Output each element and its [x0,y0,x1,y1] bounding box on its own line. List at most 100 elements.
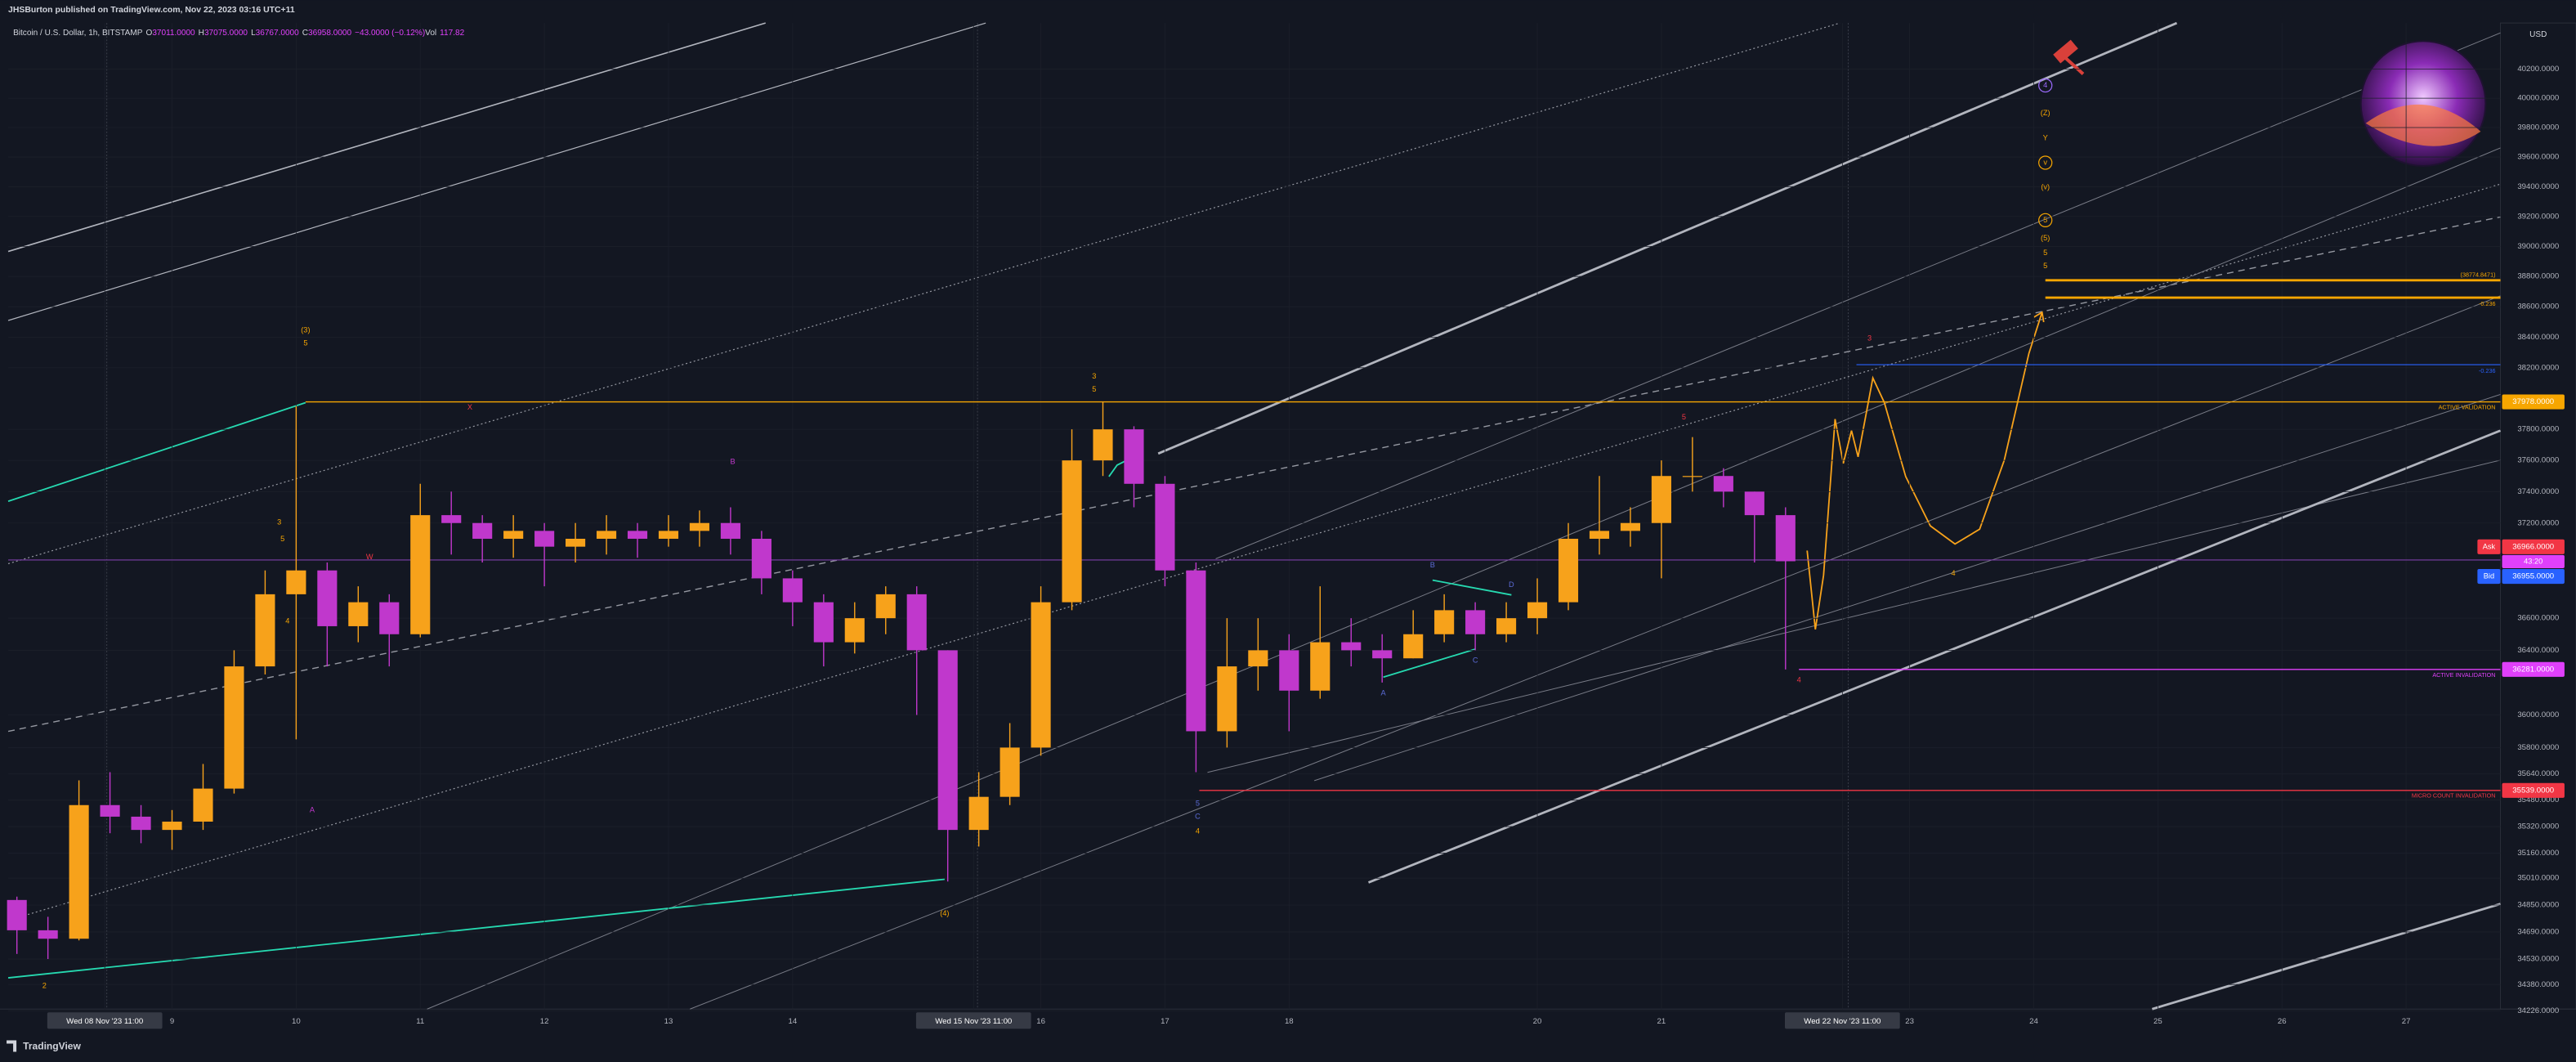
projection-path [1806,311,2043,630]
y-tick-label: 34850.0000 [2517,901,2559,910]
candle-body [1403,634,1424,659]
candle-body [566,539,586,547]
readout-item: Vol [425,29,436,38]
x-tick-highlight [1784,1012,1900,1029]
wave-label: 2 [42,982,47,990]
candle-body [1093,429,1113,461]
candle-body [193,788,213,822]
candle-body [1434,610,1455,634]
wave-label: B [730,457,735,465]
wave-label: 5 [2043,262,2047,270]
symbol-title: Bitcoin / U.S. Dollar, 1h, BITSTAMP [13,29,143,38]
wave-label: Y [2043,133,2048,141]
y-tick-label: 35480.0000 [2517,795,2559,804]
candle-body [813,602,834,643]
x-tick-label: 25 [2153,1017,2162,1026]
price-tag [2502,782,2565,798]
wave-label: C [1195,813,1201,821]
x-tick-label: 12 [540,1017,549,1026]
price-tag [2502,394,2565,410]
wave-label: 5 [303,339,307,347]
projection-arrow [2033,311,2045,323]
y-tick-label: 36000.0000 [2517,710,2559,719]
wave-label: (3) [301,325,310,334]
x-tick-label: 14 [788,1017,797,1026]
candle-body [1217,666,1237,732]
wave-label: 3 [277,518,281,527]
price-tag-label: 36281.0000 [2512,665,2554,674]
readout-item: −43.0000 (−0.12%) [355,29,425,38]
y-tick-label: 39800.0000 [2517,123,2559,132]
bid-name-box [2477,568,2501,585]
candle-body [1744,491,1764,516]
candle-body [472,522,493,540]
candle-body [751,539,771,579]
wave-circle [2038,155,2053,170]
price-tag [2502,661,2565,677]
trend-line [7,22,766,253]
readout-item: O [145,29,152,38]
trend-line [427,147,2501,1010]
wave-label: 5 [280,535,284,543]
wave-label: v [2043,158,2047,166]
x-tick-highlight [47,1012,163,1029]
candle-body [689,522,710,531]
y-tick-label: 40000.0000 [2517,94,2559,103]
candle-body [1713,476,1733,492]
wave-label: 3 [1092,372,1096,380]
candle-body [441,515,462,523]
wave-label: B [1430,561,1435,569]
candle-body [875,594,896,619]
candle-body [720,522,740,540]
x-tick-label: Wed 08 Nov '23 11:00 [66,1017,143,1026]
candle-body [1279,650,1299,691]
candle-body [1062,460,1082,603]
candle-body [534,531,555,547]
candle-body [1155,483,1175,571]
candle-body [1496,618,1517,634]
ask-label: 36966.0000 [2512,542,2554,551]
candle-body [317,570,338,626]
y-tick-label: 34530.0000 [2517,955,2559,964]
drawings [7,21,2502,1010]
candle-body [627,531,648,540]
y-tick-label: 35160.0000 [2517,849,2559,858]
x-tick-label: 10 [292,1017,301,1026]
y-tick-label: 39200.0000 [2517,212,2559,221]
candle-body [255,594,275,667]
y-tick-label: 37600.0000 [2517,456,2559,465]
readout-item: L [251,29,256,38]
teal-line [1383,648,1476,679]
candle-body [906,594,927,651]
teal-line [7,401,306,502]
wave-label: (Z) [2041,109,2051,117]
wave-label: 4 [1196,827,1200,836]
y-tick-label: 35800.0000 [2517,743,2559,752]
y-tick-label: 37800.0000 [2517,425,2559,434]
y-tick-label: 36400.0000 [2517,646,2559,655]
trend-line [1314,393,2501,782]
x-tick-label: 24 [2029,1017,2038,1026]
candle-body [1186,570,1206,732]
candle-body [596,531,617,540]
y-tick-label: 35010.0000 [2517,874,2559,883]
footer-brand: TradingView [23,1041,81,1052]
readout-item: 36767.0000 [256,29,299,38]
price-tag-label: 35539.0000 [2512,786,2554,795]
readout-item: H [199,29,204,38]
y-tick-label: 37400.0000 [2517,487,2559,496]
candle-body [1775,515,1796,562]
wave-label: 4 [1952,569,1956,577]
candle-body [1589,531,1610,540]
countdown: 43:20 [2524,557,2542,565]
readout-item: 37011.0000 [152,29,195,38]
y-tick-label: 39400.0000 [2517,182,2559,191]
wave-circle [2038,213,2053,228]
x-tick-label: 13 [664,1017,673,1026]
candle-body [1000,747,1020,797]
countdown-box [2502,554,2565,568]
candle-body [937,650,958,831]
candle-body [782,578,803,603]
candle-body [7,899,27,930]
